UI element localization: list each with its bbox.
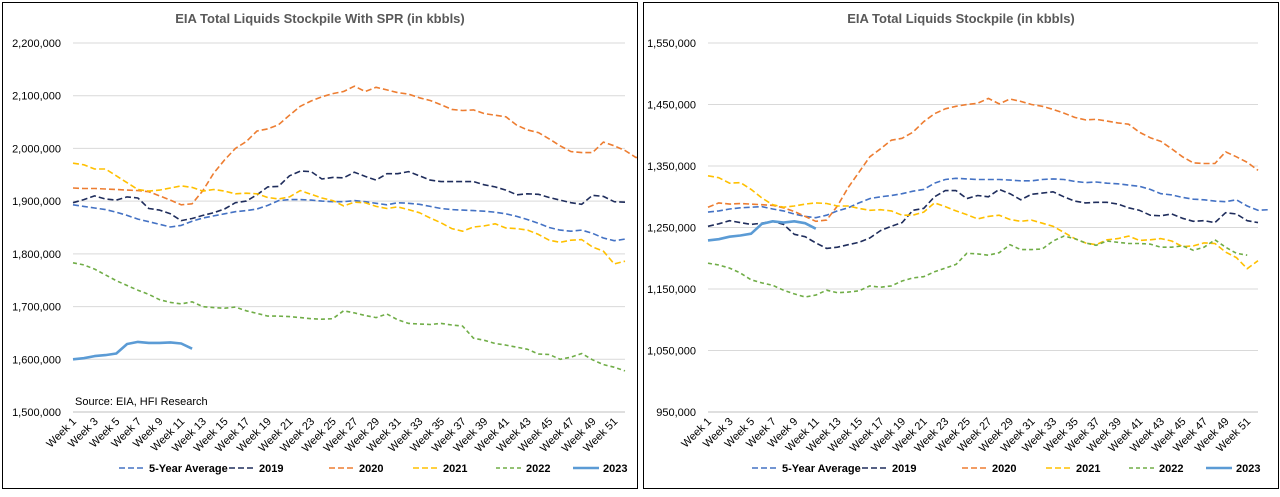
series-line-5-year-average <box>707 177 1269 219</box>
y-tick-label: 1,050,000 <box>647 346 696 358</box>
y-tick-label: 1,700,000 <box>12 302 61 314</box>
source-note: Source: EIA, HFI Research <box>75 396 208 408</box>
series-line-5-year-average <box>72 198 626 242</box>
y-tick-label: 1,150,000 <box>647 284 696 296</box>
chart-with-spr: EIA Total Liquids Stockpile With SPR (in… <box>12 11 637 475</box>
series-line-2022 <box>72 262 626 372</box>
chart-without-spr: EIA Total Liquids Stockpile (in kbbls) 95… <box>647 11 1269 475</box>
y-tick-label: 1,550,000 <box>647 38 696 50</box>
chart-panel-with-spr: EIA Total Liquids Stockpile With SPR (in… <box>2 2 638 489</box>
series-line-2023 <box>707 220 817 242</box>
series-line-2021 <box>72 162 626 265</box>
legend-label: 2023 <box>1236 463 1260 475</box>
legend-label: 2021 <box>1076 463 1100 475</box>
legend-label: 5-Year Average <box>782 463 861 475</box>
legend-label: 2019 <box>892 463 916 475</box>
chart-title: EIA Total Liquids Stockpile (in kbbls) <box>847 11 1075 26</box>
legend-label: 2023 <box>603 463 627 475</box>
legend-label: 2020 <box>359 463 383 475</box>
series-line-2021 <box>707 175 1259 270</box>
series-line-2023 <box>72 340 193 361</box>
legend-label: 2022 <box>526 463 550 475</box>
series-line-2019 <box>72 170 626 222</box>
legend-label: 2019 <box>259 463 283 475</box>
series-line-2022 <box>707 235 1248 298</box>
y-tick-label: 1,500,000 <box>12 407 61 419</box>
y-tick-label: 2,000,000 <box>12 143 61 155</box>
y-tick-label: 1,900,000 <box>12 196 61 208</box>
y-tick-label: 950,000 <box>656 407 696 419</box>
y-tick-label: 1,800,000 <box>12 249 61 261</box>
legend-label: 5-Year Average <box>149 463 228 475</box>
y-tick-label: 2,200,000 <box>12 38 61 50</box>
chart-title: EIA Total Liquids Stockpile With SPR (in… <box>175 11 465 26</box>
series-line-2020 <box>707 97 1259 223</box>
chart-panel-without-spr: EIA Total Liquids Stockpile (in kbbls) 95… <box>643 2 1279 489</box>
y-tick-label: 2,100,000 <box>12 91 61 103</box>
series-line-2019 <box>707 188 1259 250</box>
legend-label: 2021 <box>443 463 467 475</box>
series-line-2020 <box>72 85 637 206</box>
legend-label: 2020 <box>992 463 1016 475</box>
legend-label: 2022 <box>1159 463 1183 475</box>
y-tick-label: 1,450,000 <box>647 100 696 112</box>
y-tick-label: 1,350,000 <box>647 161 696 173</box>
y-tick-label: 1,600,000 <box>12 354 61 366</box>
y-tick-label: 1,250,000 <box>647 223 696 235</box>
